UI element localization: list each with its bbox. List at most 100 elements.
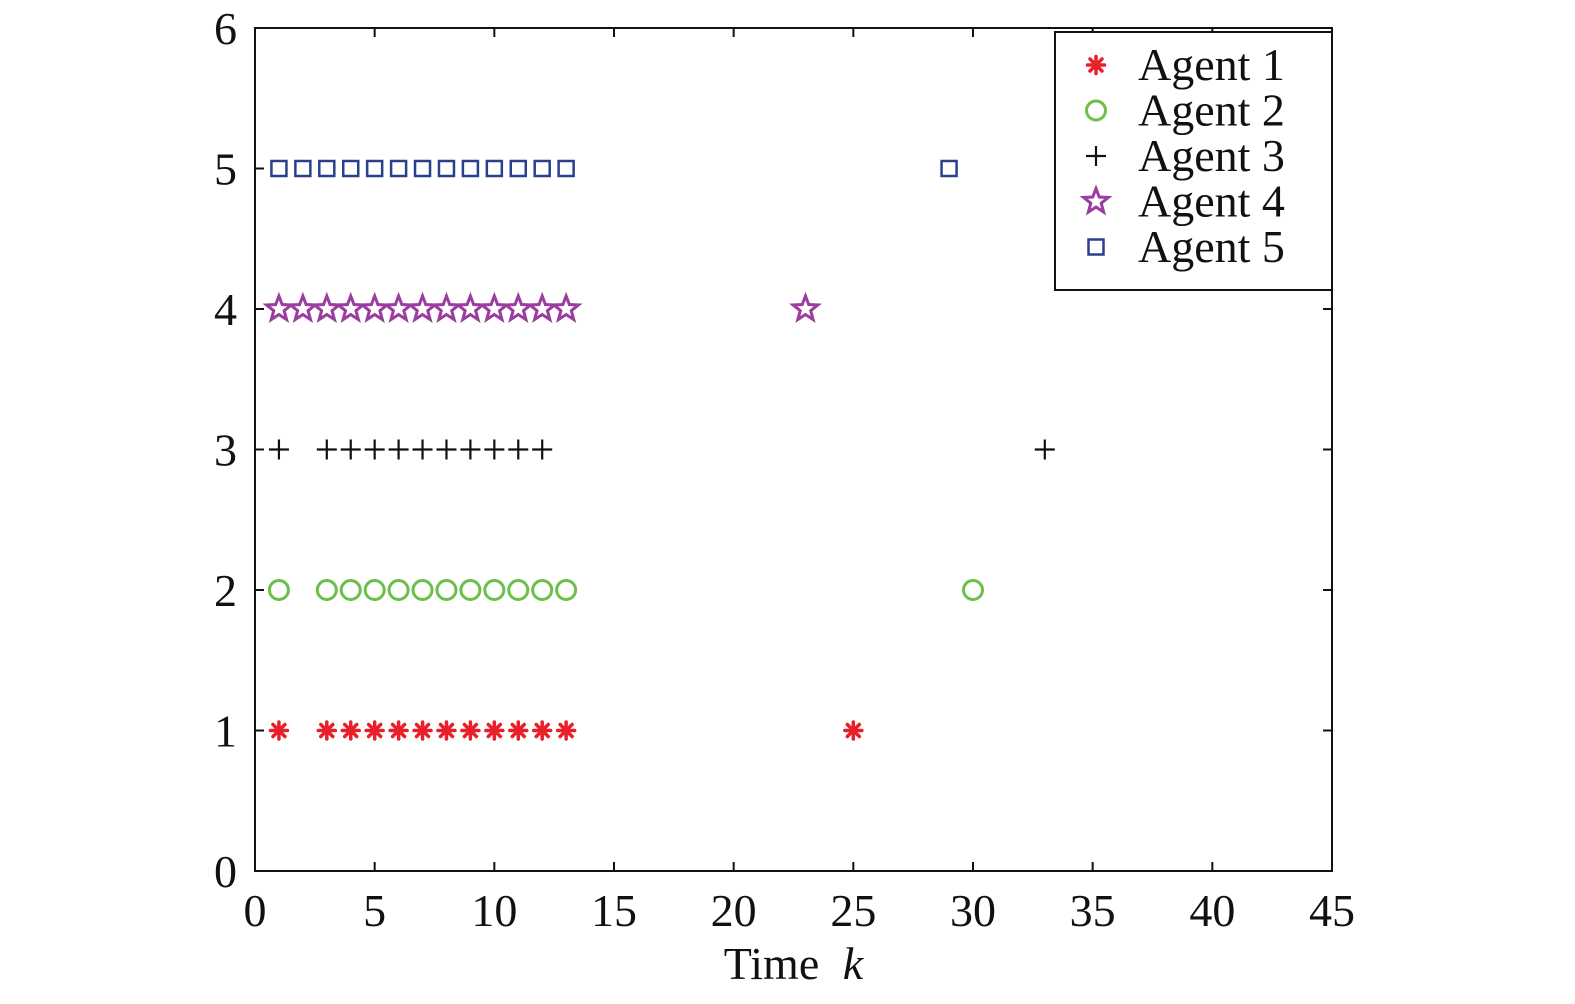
- data-point: [334, 291, 368, 323]
- data-point: [555, 579, 578, 601]
- legend-item: Agent 5: [1087, 221, 1285, 272]
- data-point: [412, 439, 433, 460]
- legend-marker: [1086, 146, 1106, 166]
- legend-label: Agent 3: [1138, 130, 1285, 181]
- data-point: [382, 291, 415, 323]
- data-point: [533, 159, 551, 178]
- legend-item: Agent 4: [1079, 176, 1285, 227]
- data-point: [485, 159, 504, 178]
- x-tick-label: 0: [244, 885, 267, 936]
- x-tick-label: 15: [591, 885, 637, 936]
- series-agent-1: [268, 720, 864, 741]
- series-agent-5: [270, 159, 958, 178]
- data-point: [532, 439, 553, 460]
- data-point: [413, 159, 432, 178]
- legend-marker: [1079, 184, 1113, 216]
- y-tick-label: 5: [214, 144, 237, 195]
- data-point: [340, 720, 361, 741]
- data-point: [484, 720, 505, 741]
- data-point: [430, 291, 463, 323]
- y-tick-label: 2: [214, 565, 237, 616]
- y-tick-label: 4: [214, 284, 237, 335]
- data-point: [843, 720, 864, 741]
- data-point: [501, 291, 535, 323]
- data-marks: [262, 159, 1055, 741]
- legend-label: Agent 4: [1138, 176, 1285, 227]
- data-point: [388, 720, 409, 741]
- data-point: [477, 291, 511, 323]
- data-point: [340, 439, 361, 460]
- data-point: [262, 291, 296, 323]
- data-point: [436, 720, 457, 741]
- data-point: [270, 159, 288, 178]
- x-tick-label: 25: [830, 885, 876, 936]
- data-point: [555, 720, 577, 741]
- data-point: [507, 579, 530, 601]
- data-point: [294, 159, 312, 178]
- data-point: [940, 159, 958, 178]
- data-point: [388, 439, 409, 460]
- data-point: [406, 291, 439, 323]
- legend-marker: [1087, 238, 1105, 256]
- data-point: [460, 439, 481, 460]
- data-point: [525, 291, 559, 323]
- data-point: [412, 720, 433, 741]
- y-tick-label: 3: [214, 425, 237, 476]
- data-point: [531, 720, 553, 741]
- legend-item: Agent 3: [1086, 130, 1285, 181]
- legend-label: Agent 1: [1138, 39, 1285, 90]
- data-point: [286, 291, 320, 323]
- data-point: [365, 159, 384, 178]
- legend-item: Agent 1: [1085, 39, 1285, 90]
- data-point: [509, 159, 528, 178]
- data-point: [358, 291, 392, 323]
- data-point: [411, 579, 434, 601]
- data-point: [364, 439, 385, 460]
- data-point: [318, 159, 336, 178]
- data-point: [531, 579, 554, 601]
- data-point: [341, 159, 360, 178]
- x-tick-label: 35: [1070, 885, 1116, 936]
- data-point: [339, 579, 362, 601]
- series-agent-4: [262, 291, 822, 323]
- data-point: [508, 720, 529, 741]
- x-tick-label: 45: [1309, 885, 1355, 936]
- series-agent-3: [268, 439, 1055, 460]
- data-point: [483, 579, 506, 601]
- x-axis-label-text: Time: [724, 938, 819, 989]
- data-point: [454, 291, 487, 323]
- data-point: [315, 579, 338, 601]
- data-point: [508, 439, 529, 460]
- data-point: [459, 579, 482, 601]
- data-point: [316, 720, 338, 741]
- legend-box: [1054, 31, 1333, 291]
- data-point: [363, 579, 386, 601]
- data-point: [437, 159, 456, 178]
- data-point: [364, 720, 385, 741]
- data-point: [435, 579, 458, 601]
- data-point: [549, 291, 583, 323]
- data-point: [460, 720, 481, 741]
- data-point: [962, 579, 984, 601]
- data-point: [310, 291, 344, 323]
- data-point: [387, 579, 410, 601]
- y-tick-label: 0: [214, 846, 237, 897]
- data-point: [484, 439, 505, 460]
- x-tick-label: 20: [711, 885, 757, 936]
- data-point: [268, 439, 289, 460]
- data-point: [461, 159, 480, 178]
- legend-label: Agent 5: [1138, 221, 1285, 272]
- y-tick-label: 1: [214, 706, 237, 757]
- legend-marker: [1085, 54, 1107, 76]
- data-point: [389, 159, 408, 178]
- data-point: [316, 439, 337, 460]
- data-point: [268, 720, 290, 741]
- legend-marker: [1085, 99, 1107, 122]
- x-tick-label: 40: [1189, 885, 1235, 936]
- x-tick-label: 5: [363, 885, 386, 936]
- legend-item: Agent 2: [1085, 85, 1285, 136]
- x-axis-label-variable: k: [843, 938, 865, 989]
